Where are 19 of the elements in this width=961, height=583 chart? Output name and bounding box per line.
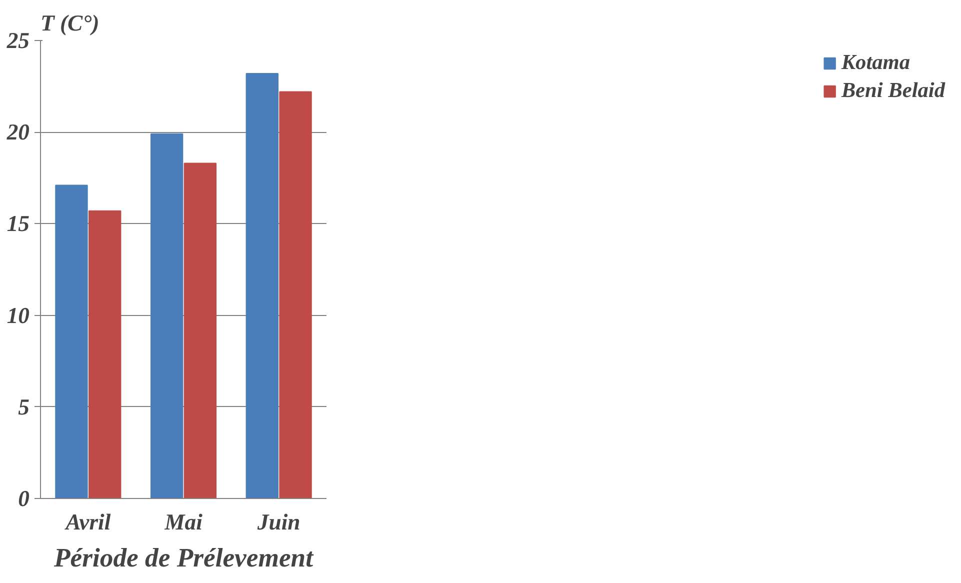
y-tick-label: 20 [6, 120, 30, 145]
y-tick-label: 25 [6, 28, 30, 53]
legend-label: Beni Belaid [841, 78, 945, 103]
bar [279, 91, 312, 498]
x-tick-label: Avril [64, 510, 112, 534]
y-tick-label: 5 [18, 394, 30, 420]
y-tick-label: 0 [18, 486, 30, 511]
bar [184, 162, 217, 498]
bar [88, 210, 122, 498]
y-axis-title: T (C°) [40, 10, 100, 36]
x-tick-label: Juin [256, 510, 300, 534]
y-tick-label: 15 [6, 211, 30, 236]
legend-label: Kotama [841, 50, 910, 75]
x-tick-label: Mai [164, 510, 204, 534]
x-axis-title: Période de Prélevement [52, 542, 315, 572]
y-tick-label: 10 [6, 302, 30, 328]
bar [246, 72, 278, 498]
bar [150, 133, 184, 498]
bar [55, 184, 88, 498]
